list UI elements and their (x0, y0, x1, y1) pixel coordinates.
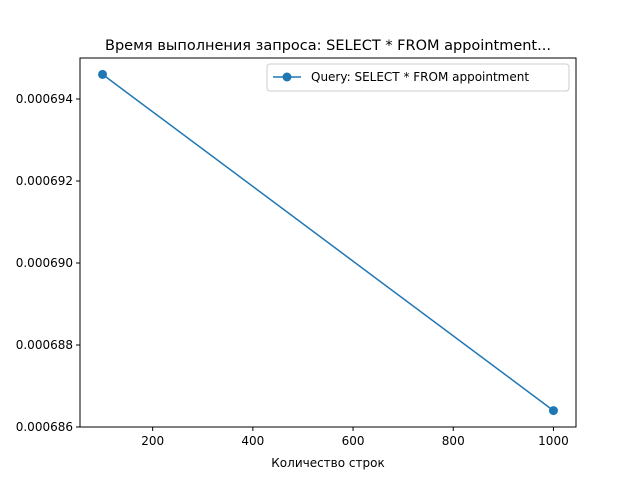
x-tick-label: 200 (141, 434, 164, 448)
x-tick-label: 600 (342, 434, 365, 448)
y-axis: 0.000686 0.000688 0.000690 0.000692 0.000694 (16, 92, 80, 434)
x-tick-label: 1000 (538, 434, 569, 448)
legend-box (266, 63, 570, 92)
plot-frame (79, 57, 577, 428)
y-tick-label: 0.000694 (16, 92, 73, 106)
data-point (98, 69, 108, 79)
y-tick-label: 0.000690 (16, 256, 73, 270)
series-line (102, 73, 554, 412)
y-tick-label: 0.000688 (16, 338, 73, 352)
data-point (548, 406, 558, 416)
y-tick-label: 0.000692 (16, 174, 73, 188)
legend: Query: SELECT * FROM appointment (266, 63, 570, 92)
y-tick-label: 0.000686 (16, 420, 73, 434)
x-axis-label: Количество строк (271, 456, 384, 470)
plot-area (79, 57, 577, 428)
x-tick-label: 800 (442, 434, 465, 448)
chart-title: Время выполнения запроса: SELECT * FROM … (105, 38, 551, 54)
legend-marker-swatch (282, 72, 292, 82)
series-layer (98, 69, 558, 416)
legend-entry-label: Query: SELECT * FROM appointment (311, 70, 529, 84)
x-tick-label: 400 (241, 434, 264, 448)
x-axis: 200 400 600 800 1000 (141, 427, 569, 448)
